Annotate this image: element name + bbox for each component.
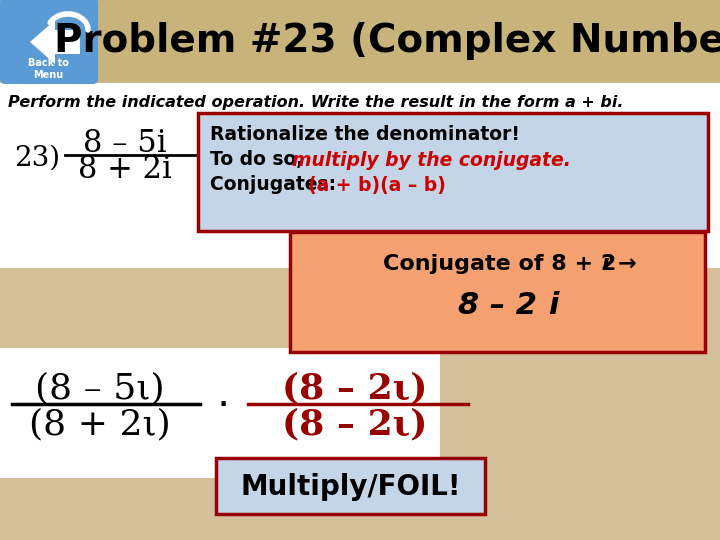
FancyBboxPatch shape [290, 232, 705, 352]
Text: ·: · [217, 385, 230, 427]
Polygon shape [30, 20, 80, 64]
FancyBboxPatch shape [0, 0, 720, 82]
FancyBboxPatch shape [198, 113, 708, 231]
Text: Conjugates:: Conjugates: [210, 176, 343, 194]
Text: Conjugate of 8 + 2: Conjugate of 8 + 2 [383, 254, 616, 274]
FancyBboxPatch shape [0, 83, 720, 268]
FancyBboxPatch shape [216, 458, 485, 514]
Text: 8 – 5i: 8 – 5i [84, 127, 167, 159]
Text: i: i [601, 254, 608, 274]
FancyBboxPatch shape [0, 0, 98, 84]
Text: (a + b)(a – b): (a + b)(a – b) [308, 176, 446, 194]
Text: Back to
Menu: Back to Menu [27, 58, 68, 79]
Text: Rationalize the denominator!: Rationalize the denominator! [210, 125, 520, 145]
Text: Multiply/FOIL!: Multiply/FOIL! [240, 473, 462, 501]
Text: (8 – 2ι): (8 – 2ι) [282, 371, 428, 405]
FancyBboxPatch shape [0, 348, 440, 478]
Text: →: → [618, 254, 636, 274]
Text: (8 + 2ι): (8 + 2ι) [29, 407, 171, 441]
Text: To do so,: To do so, [210, 151, 310, 170]
Text: Perform the indicated operation. Write the result in the form a + bi.: Perform the indicated operation. Write t… [8, 96, 624, 111]
Text: i: i [548, 291, 559, 320]
Text: 8 – 2: 8 – 2 [459, 291, 538, 320]
Text: Problem #23 (Complex Numbers): Problem #23 (Complex Numbers) [55, 22, 720, 60]
Text: 8 + 2i: 8 + 2i [78, 154, 172, 186]
Text: multiply by the conjugate.: multiply by the conjugate. [292, 151, 571, 170]
Text: (8 – 2ι): (8 – 2ι) [282, 407, 428, 441]
Text: 23): 23) [14, 145, 60, 172]
Text: (8 – 5ι): (8 – 5ι) [35, 371, 165, 405]
